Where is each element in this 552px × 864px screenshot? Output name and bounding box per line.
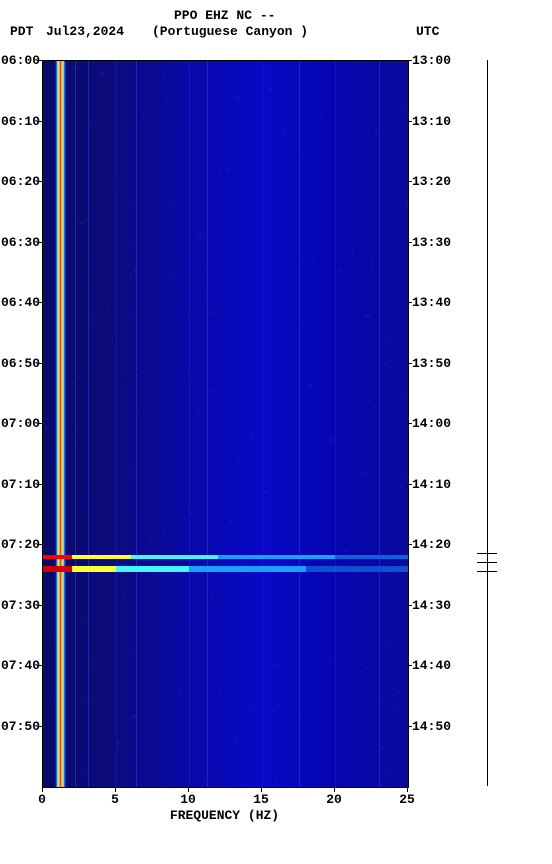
ytick-left: 06:30 [1, 235, 40, 250]
ytick-right: 14:20 [412, 537, 451, 552]
ytick-right: 14:40 [412, 658, 451, 673]
ytick-right: 14:50 [412, 719, 451, 734]
ytick-right: 13:00 [412, 53, 451, 68]
x-axis-label: FREQUENCY (HZ) [42, 808, 407, 823]
ytick-right: 13:10 [412, 114, 451, 129]
ytick-left: 07:20 [1, 537, 40, 552]
spectrogram-plot [42, 60, 409, 788]
station-line: PPO EHZ NC -- [174, 8, 275, 23]
ytick-left: 06:10 [1, 114, 40, 129]
xtick: 5 [111, 792, 119, 807]
low-freq-band [55, 61, 67, 787]
spectrogram-background [43, 61, 408, 787]
ytick-right: 13:50 [412, 356, 451, 371]
ytick-left: 06:20 [1, 174, 40, 189]
event-streak [43, 555, 408, 559]
amplitude-bar [487, 60, 488, 786]
ytick-right: 13:30 [412, 235, 451, 250]
xtick: 25 [399, 792, 415, 807]
amplitude-event-mark [477, 553, 497, 554]
xtick: 20 [326, 792, 342, 807]
date: Jul23,2024 [46, 24, 124, 39]
xtick: 15 [253, 792, 269, 807]
ytick-left: 07:30 [1, 598, 40, 613]
ytick-right: 13:20 [412, 174, 451, 189]
amplitude-event-mark [477, 571, 497, 572]
ytick-left: 07:00 [1, 416, 40, 431]
ytick-left: 06:40 [1, 295, 40, 310]
xtick: 0 [38, 792, 46, 807]
tz-right: UTC [416, 24, 439, 39]
ytick-right: 14:30 [412, 598, 451, 613]
ytick-left: 07:50 [1, 719, 40, 734]
location-line: (Portuguese Canyon ) [152, 24, 308, 39]
ytick-left: 06:00 [1, 53, 40, 68]
ytick-left: 07:40 [1, 658, 40, 673]
spectrogram-page: PPO EHZ NC -- (Portuguese Canyon ) PDT J… [0, 0, 552, 864]
amplitude-event-mark [477, 562, 497, 563]
ytick-right: 14:00 [412, 416, 451, 431]
ytick-right: 13:40 [412, 295, 451, 310]
ytick-left: 06:50 [1, 356, 40, 371]
ytick-left: 07:10 [1, 477, 40, 492]
tz-left: PDT [10, 24, 33, 39]
event-streak [43, 566, 408, 572]
ytick-right: 14:10 [412, 477, 451, 492]
xtick: 10 [180, 792, 196, 807]
